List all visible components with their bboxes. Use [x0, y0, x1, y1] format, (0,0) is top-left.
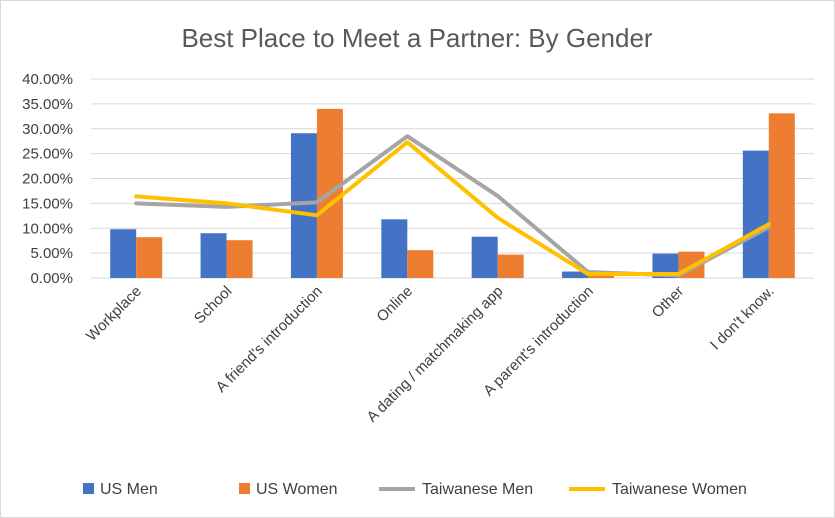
bar-us-men	[290, 133, 317, 278]
y-tick-label: 30.00%	[22, 121, 73, 138]
x-category-label: I don't know.	[707, 283, 778, 354]
legend-label: Taiwanese Women	[612, 481, 747, 498]
x-category-label: Workplace	[83, 283, 145, 345]
bar-us-women	[226, 240, 253, 278]
bar-us-men	[562, 271, 589, 278]
legend-label: US Men	[100, 481, 158, 498]
y-tick-label: 15.00%	[22, 195, 73, 212]
legend-swatch	[83, 483, 94, 494]
bar-us-women	[768, 113, 795, 278]
x-category-label: Other	[649, 283, 688, 322]
bar-us-women	[407, 250, 434, 278]
legend-label: Taiwanese Men	[422, 481, 533, 498]
legend-swatch	[239, 483, 250, 494]
y-tick-label: 40.00%	[22, 71, 73, 88]
bar-us-men	[742, 150, 769, 278]
x-category-label: Online	[373, 283, 416, 326]
y-tick-label: 0.00%	[30, 270, 73, 287]
bar-us-men	[471, 236, 498, 278]
y-tick-label: 25.00%	[22, 146, 73, 163]
y-tick-label: 35.00%	[22, 96, 73, 113]
line-taiwanese-women	[134, 140, 771, 277]
y-tick-label: 5.00%	[30, 245, 73, 262]
y-tick-label: 20.00%	[22, 171, 73, 188]
legend: US Men US Women Taiwanese Men Taiwanese Wom…	[83, 481, 747, 498]
bar-us-women	[497, 254, 524, 278]
x-category-label: School	[191, 283, 235, 327]
legend-label: US Women	[256, 481, 338, 498]
y-tick-label: 10.00%	[22, 220, 73, 237]
bar-us-men	[200, 233, 227, 278]
bar-us-men	[110, 229, 137, 278]
series-lines	[134, 134, 771, 278]
chart-title: Best Place to Meet a Partner: By Gender	[181, 23, 652, 53]
bar-us-men	[381, 219, 408, 278]
y-axis-ticks: 0.00% 5.00% 10.00% 15.00% 20.00% 25.00% 30.00%…	[22, 71, 73, 287]
bar-us-women	[136, 237, 163, 278]
